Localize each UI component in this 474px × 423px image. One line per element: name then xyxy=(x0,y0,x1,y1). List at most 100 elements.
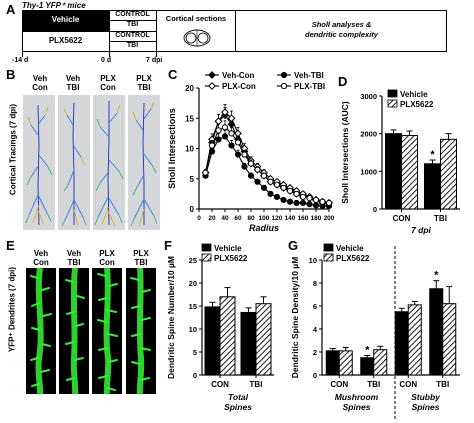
x-tick-label: 120 xyxy=(272,215,283,222)
data-point xyxy=(215,127,222,134)
cortical-sections-label: Cortical sections xyxy=(165,14,227,23)
bar-plx5622 xyxy=(373,349,388,376)
group-label-line: Mushroom xyxy=(335,392,379,402)
group-label-line: Stubby xyxy=(411,392,441,402)
bar-vehicle xyxy=(429,288,444,376)
y-tick-label: 0 xyxy=(313,371,317,380)
significance-asterisk: * xyxy=(434,270,439,282)
bar-plx5622 xyxy=(442,303,457,376)
data-point xyxy=(247,160,255,167)
bar-plx5622 xyxy=(401,135,418,210)
sholl-step-line2: dendritic complexity xyxy=(305,30,378,39)
cond-control-plx: CONTROL xyxy=(115,32,150,39)
y-axis-title: Sholl Intersections (AUC) xyxy=(340,101,350,204)
data-point xyxy=(247,172,255,179)
cond-tbi-veh: TBI xyxy=(126,21,139,28)
significance-asterisk: * xyxy=(430,149,435,161)
legend-label: PLX5622 xyxy=(400,100,434,109)
dendrite-image-plx-con xyxy=(92,268,122,394)
x-tick-label: TBI xyxy=(250,380,263,389)
data-point xyxy=(273,193,281,200)
y-axis-title: Sholl Intersections xyxy=(167,108,177,189)
timeline-0: 0 d xyxy=(101,57,112,64)
x-tick-label: TBI xyxy=(434,214,447,223)
data-point xyxy=(319,198,326,205)
plx-label: PLX5622 xyxy=(48,36,83,45)
panel-e-col-label-1: Veh Con xyxy=(33,249,49,267)
data-point xyxy=(273,181,281,188)
legend-label: Veh-Con xyxy=(222,71,255,80)
x-tick-label: 60 xyxy=(234,215,242,222)
data-point xyxy=(254,178,261,185)
legend-marker xyxy=(208,71,216,79)
data-point xyxy=(221,108,229,117)
data-point xyxy=(267,178,274,185)
legend-label: Veh-TBI xyxy=(294,71,324,80)
bar-vehicle xyxy=(240,311,257,376)
bar-plx5622 xyxy=(255,303,272,376)
x-tick-label: 140 xyxy=(285,215,296,222)
vehicle-label: Vehicle xyxy=(51,15,80,24)
x-tick-label: 0 xyxy=(197,215,201,222)
x-tick-label: 20 xyxy=(208,215,216,222)
y-tick-label: 10 xyxy=(189,325,197,334)
data-point xyxy=(293,199,300,207)
data-point xyxy=(234,129,242,138)
tracing-image-plx-tbi xyxy=(128,95,160,230)
legend-label: PLX-TBI xyxy=(294,82,325,91)
group-label-line: Spines xyxy=(343,402,371,412)
y-axis-title: Dendritic Spine Density/10 µM xyxy=(290,257,300,379)
timeline-minus14: -14 d xyxy=(12,57,29,64)
x-tick-label: CON xyxy=(211,380,229,389)
x-axis-title-line: Spines xyxy=(224,402,252,412)
x-tick-label: TBI xyxy=(436,380,449,389)
panel-b-col-label-4: PLX TBI xyxy=(136,74,152,92)
data-point xyxy=(280,196,287,204)
y-tick-label: 6 xyxy=(313,302,317,311)
panel-letter-d: D xyxy=(338,74,348,89)
panel-a-design: Thy-1 YFP⁺ mice Vehicle PLX5622 CONTROL … xyxy=(0,0,474,66)
legend-label: PLX5622 xyxy=(214,254,248,263)
x-tick-label: 80 xyxy=(247,215,255,222)
data-point xyxy=(241,163,248,170)
chart-g: 0 2 4 6 8 10 Dendritic Spine Density/10 µM CON T… xyxy=(290,243,460,419)
x-tick-label: 40 xyxy=(221,215,229,222)
legend-swatch xyxy=(201,243,212,252)
significance-asterisk: * xyxy=(365,344,370,356)
data-point xyxy=(215,136,222,143)
group-label-line: Spines xyxy=(412,402,440,412)
vehicle-cell xyxy=(22,10,109,31)
dendrite-image-veh-con xyxy=(26,268,56,394)
panel-b-col-label-2: Veh TBI xyxy=(65,74,81,92)
data-point xyxy=(234,139,242,146)
y-tick-label: 2000 xyxy=(360,130,377,139)
bar-vehicle xyxy=(424,163,441,210)
legend-label: PLX5622 xyxy=(336,254,370,263)
data-point xyxy=(228,142,235,149)
data-point xyxy=(286,187,294,194)
data-point xyxy=(202,169,209,176)
data-point xyxy=(286,198,294,205)
data-point xyxy=(221,133,229,140)
x-tick-label: CON xyxy=(330,380,348,389)
panel-letter-e: E xyxy=(6,238,15,253)
dendrite-image-veh-tbi xyxy=(59,268,89,394)
x-tick-label: TBI xyxy=(367,380,380,389)
legend-swatch xyxy=(387,89,398,98)
bar-plx5622 xyxy=(440,138,457,210)
panel-e-col-label-2: Veh TBI xyxy=(66,249,82,267)
legend-label: Vehicle xyxy=(400,90,428,99)
x-tick-label: CON xyxy=(399,380,417,389)
timeline-7: 7 dpi xyxy=(146,57,163,64)
legend-swatch xyxy=(323,243,334,252)
brain-sections-icon xyxy=(183,29,211,47)
bar-vehicle xyxy=(360,357,375,376)
data-point xyxy=(254,166,261,173)
cond-tbi-plx: TBI xyxy=(126,42,139,49)
sholl-step-line1: Sholl analyses & xyxy=(311,20,372,29)
legend-swatch xyxy=(201,253,212,262)
panel-b-col-label-1: Veh Con xyxy=(32,74,48,92)
data-point xyxy=(293,190,300,197)
legend-marker xyxy=(280,82,288,90)
